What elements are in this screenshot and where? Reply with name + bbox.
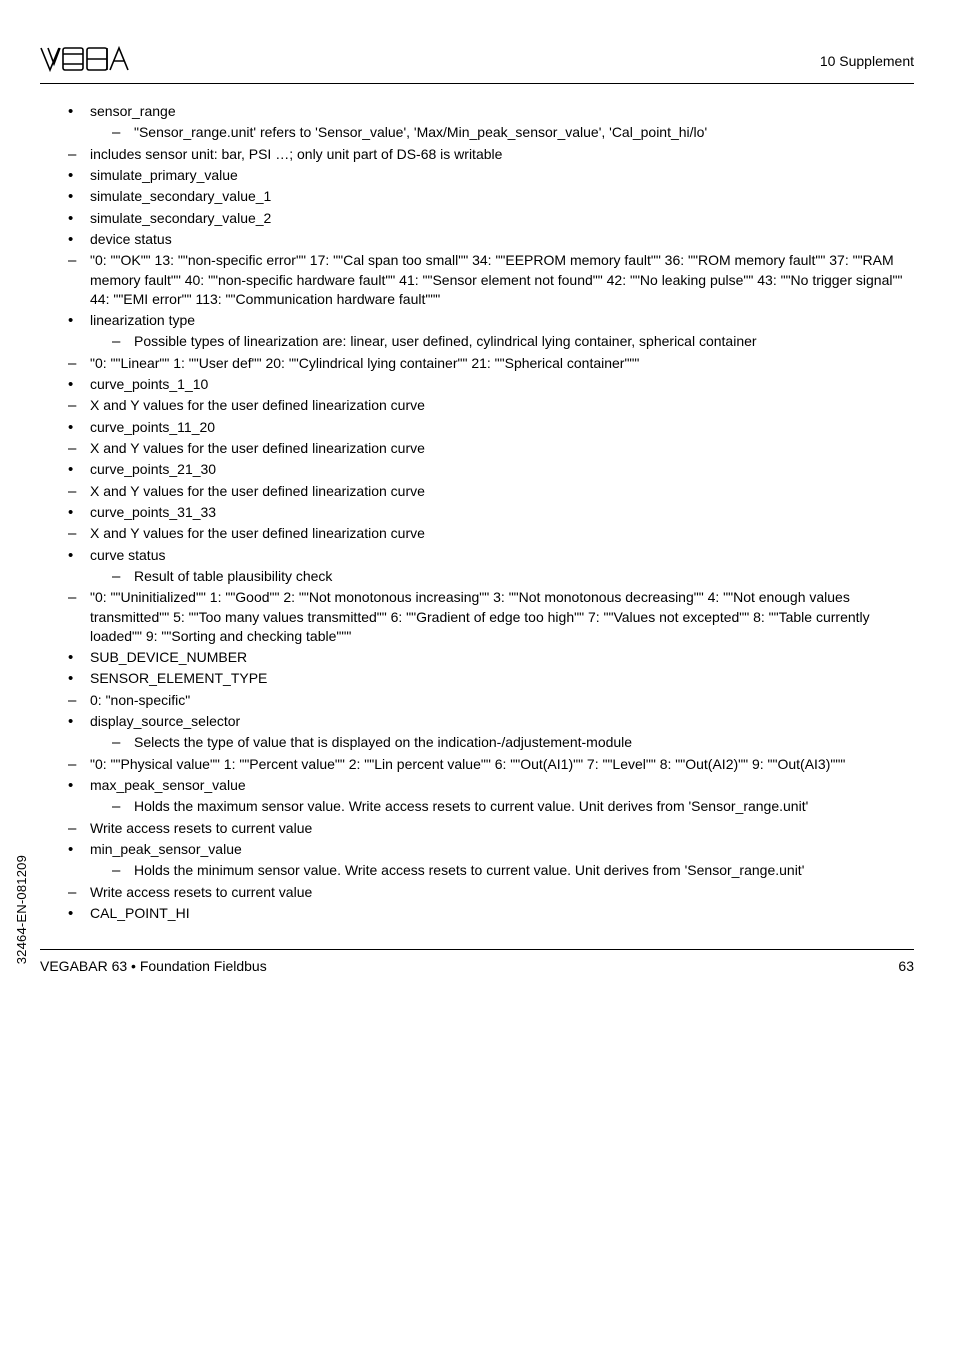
list-item: "0: ""OK"" 13: ""non-specific error"" 17… bbox=[68, 251, 914, 309]
list-item: curve_points_21_30 bbox=[68, 460, 914, 479]
list-item: curve_points_31_33 bbox=[68, 503, 914, 522]
list-item: Write access resets to current value bbox=[68, 819, 914, 838]
list-item: device status bbox=[68, 230, 914, 249]
content-list: sensor_range"Sensor_range.unit' refers t… bbox=[40, 102, 914, 923]
chapter-title: 10 Supplement bbox=[820, 53, 914, 69]
list-item: 0: "non-specific" bbox=[68, 691, 914, 710]
sub-list: Holds the minimum sensor value. Write ac… bbox=[90, 861, 914, 880]
list-item: simulate_secondary_value_1 bbox=[68, 187, 914, 206]
list-item: max_peak_sensor_valueHolds the maximum s… bbox=[68, 776, 914, 817]
list-item: includes sensor unit: bar, PSI …; only u… bbox=[68, 145, 914, 164]
footer-doc: VEGABAR 63 • Foundation Fieldbus bbox=[40, 958, 267, 974]
sub-list: Result of table plausibility check bbox=[90, 567, 914, 586]
vega-logo bbox=[40, 44, 132, 77]
list-item: curve_points_11_20 bbox=[68, 418, 914, 437]
list-item: simulate_primary_value bbox=[68, 166, 914, 185]
sub-list: "Sensor_range.unit' refers to 'Sensor_va… bbox=[90, 123, 914, 142]
list-item: curve_points_1_10 bbox=[68, 375, 914, 394]
list-item: X and Y values for the user defined line… bbox=[68, 524, 914, 543]
list-item: display_source_selectorSelects the type … bbox=[68, 712, 914, 753]
list-item: X and Y values for the user defined line… bbox=[68, 439, 914, 458]
document-code: 32464-EN-081209 bbox=[14, 855, 29, 964]
page-header: 10 Supplement bbox=[40, 44, 914, 84]
list-item: "0: ""Physical value"" 1: ""Percent valu… bbox=[68, 755, 914, 774]
sub-list: Holds the maximum sensor value. Write ac… bbox=[90, 797, 914, 816]
sub-list-item: Selects the type of value that is displa… bbox=[112, 733, 914, 752]
list-item: min_peak_sensor_valueHolds the minimum s… bbox=[68, 840, 914, 881]
list-item: "0: ""Linear"" 1: ""User def"" 20: ""Cyl… bbox=[68, 354, 914, 373]
footer-page: 63 bbox=[898, 958, 914, 974]
sub-list-item: "Sensor_range.unit' refers to 'Sensor_va… bbox=[112, 123, 914, 142]
list-item: simulate_secondary_value_2 bbox=[68, 209, 914, 228]
list-item: Write access resets to current value bbox=[68, 883, 914, 902]
sub-list: Possible types of linearization are: lin… bbox=[90, 332, 914, 351]
list-item: CAL_POINT_HI bbox=[68, 904, 914, 923]
list-item: SENSOR_ELEMENT_TYPE bbox=[68, 669, 914, 688]
list-item: X and Y values for the user defined line… bbox=[68, 396, 914, 415]
sub-list-item: Holds the minimum sensor value. Write ac… bbox=[112, 861, 914, 880]
sub-list-item: Possible types of linearization are: lin… bbox=[112, 332, 914, 351]
list-item: sensor_range"Sensor_range.unit' refers t… bbox=[68, 102, 914, 143]
list-item: linearization typePossible types of line… bbox=[68, 311, 914, 352]
sub-list: Selects the type of value that is displa… bbox=[90, 733, 914, 752]
sub-list-item: Result of table plausibility check bbox=[112, 567, 914, 586]
sub-list-item: Holds the maximum sensor value. Write ac… bbox=[112, 797, 914, 816]
list-item: curve statusResult of table plausibility… bbox=[68, 546, 914, 587]
page-footer: VEGABAR 63 • Foundation Fieldbus 63 bbox=[40, 949, 914, 974]
list-item: X and Y values for the user defined line… bbox=[68, 482, 914, 501]
list-item: "0: ""Uninitialized"" 1: ""Good"" 2: ""N… bbox=[68, 588, 914, 646]
list-item: SUB_DEVICE_NUMBER bbox=[68, 648, 914, 667]
